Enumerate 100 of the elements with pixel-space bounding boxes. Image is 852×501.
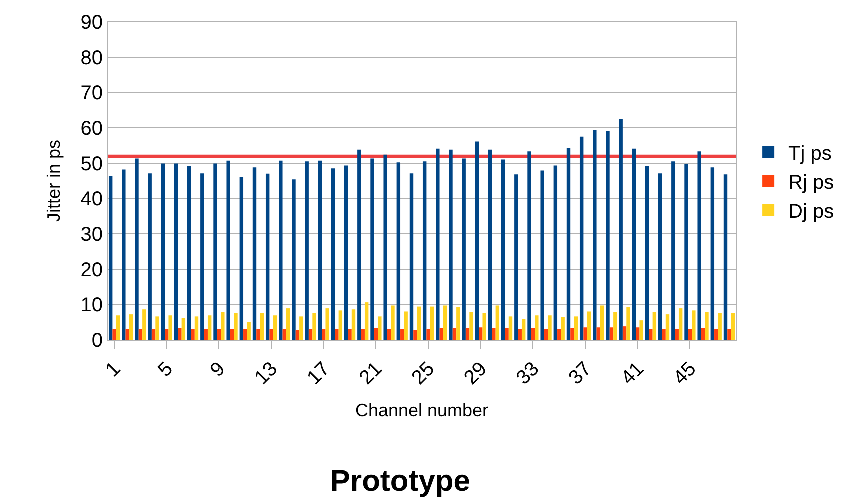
y-tick-label: 50 [80, 153, 103, 176]
bar [528, 152, 532, 340]
bar [138, 329, 143, 340]
bar [584, 328, 588, 340]
bar [165, 329, 169, 340]
bar [344, 166, 348, 340]
bar [522, 320, 526, 340]
bar [129, 314, 134, 340]
bar [728, 329, 732, 340]
bar [296, 330, 300, 340]
bar [714, 329, 718, 340]
bar [266, 174, 270, 340]
bar [348, 329, 352, 340]
x-tick-label: 13 [250, 358, 282, 390]
bar [496, 306, 500, 340]
bar [580, 136, 584, 340]
bar [724, 174, 728, 340]
bar [430, 306, 434, 340]
bar [518, 329, 522, 340]
bar [606, 131, 610, 340]
text: Prototype [330, 464, 470, 498]
bar [156, 316, 160, 340]
bar [370, 158, 374, 340]
x-tick-label: 45 [670, 358, 701, 390]
bar [352, 310, 356, 340]
bar [684, 164, 688, 340]
bar [488, 150, 492, 340]
bar [452, 328, 457, 340]
bar [705, 312, 709, 340]
bar [384, 154, 388, 340]
bar [593, 130, 597, 340]
bar [112, 329, 116, 340]
bar [292, 180, 296, 340]
bar [361, 329, 365, 340]
x-tick-label: 1 [102, 358, 126, 382]
y-tick-label: 70 [80, 82, 103, 105]
bar [466, 328, 470, 340]
bar [440, 328, 444, 340]
bar [410, 174, 414, 340]
bar [566, 148, 571, 340]
bar [426, 329, 430, 340]
bar [514, 174, 518, 340]
bar [256, 329, 260, 340]
bar [318, 160, 322, 340]
bar [449, 150, 453, 340]
bar [191, 329, 195, 340]
bar [282, 329, 286, 340]
legend-label: Tj ps [788, 142, 832, 165]
y-tick-label: 80 [80, 47, 103, 70]
y-tick-label: 0 [92, 330, 103, 352]
bar [178, 328, 182, 340]
x-tick-label: 25 [408, 358, 440, 390]
bar [596, 328, 600, 340]
bar [652, 312, 657, 340]
bar [247, 322, 251, 340]
bar [640, 320, 644, 340]
bar [174, 164, 178, 340]
bar [322, 329, 326, 340]
bar [221, 312, 225, 340]
bar [619, 119, 623, 340]
bar [470, 312, 474, 340]
bar [554, 166, 558, 340]
bar [508, 316, 513, 340]
bar [260, 314, 264, 340]
bar [300, 316, 304, 340]
bar [187, 166, 192, 340]
bar [658, 174, 662, 340]
bar [688, 329, 692, 340]
bar [161, 164, 166, 340]
bar [230, 329, 234, 340]
bar [710, 168, 715, 340]
bar [108, 176, 113, 340]
bar [698, 152, 702, 340]
bar [531, 328, 536, 340]
y-tick-label: 60 [80, 118, 103, 140]
x-tick-label: 9 [206, 358, 230, 382]
bar [456, 307, 460, 340]
bar [358, 150, 362, 340]
bar [574, 316, 578, 340]
y-tick-label: 90 [80, 12, 103, 34]
bar [731, 314, 736, 340]
bar [649, 329, 653, 340]
bar [558, 329, 562, 340]
bar [252, 168, 257, 340]
bar [535, 316, 539, 340]
bar [200, 174, 204, 340]
bar [414, 330, 418, 340]
bar [614, 312, 618, 340]
x-tick-label: 41 [617, 358, 648, 390]
bar [122, 170, 126, 340]
bar [672, 162, 676, 340]
bar [152, 329, 156, 340]
y-tick-label: 30 [80, 224, 103, 246]
bar [626, 307, 630, 340]
bar [501, 160, 506, 340]
bar [391, 306, 395, 340]
y-axis-title: Jitter in ps [44, 140, 64, 222]
x-axis-title: Channel number [355, 400, 489, 420]
bar [666, 314, 670, 340]
bar [505, 328, 509, 340]
